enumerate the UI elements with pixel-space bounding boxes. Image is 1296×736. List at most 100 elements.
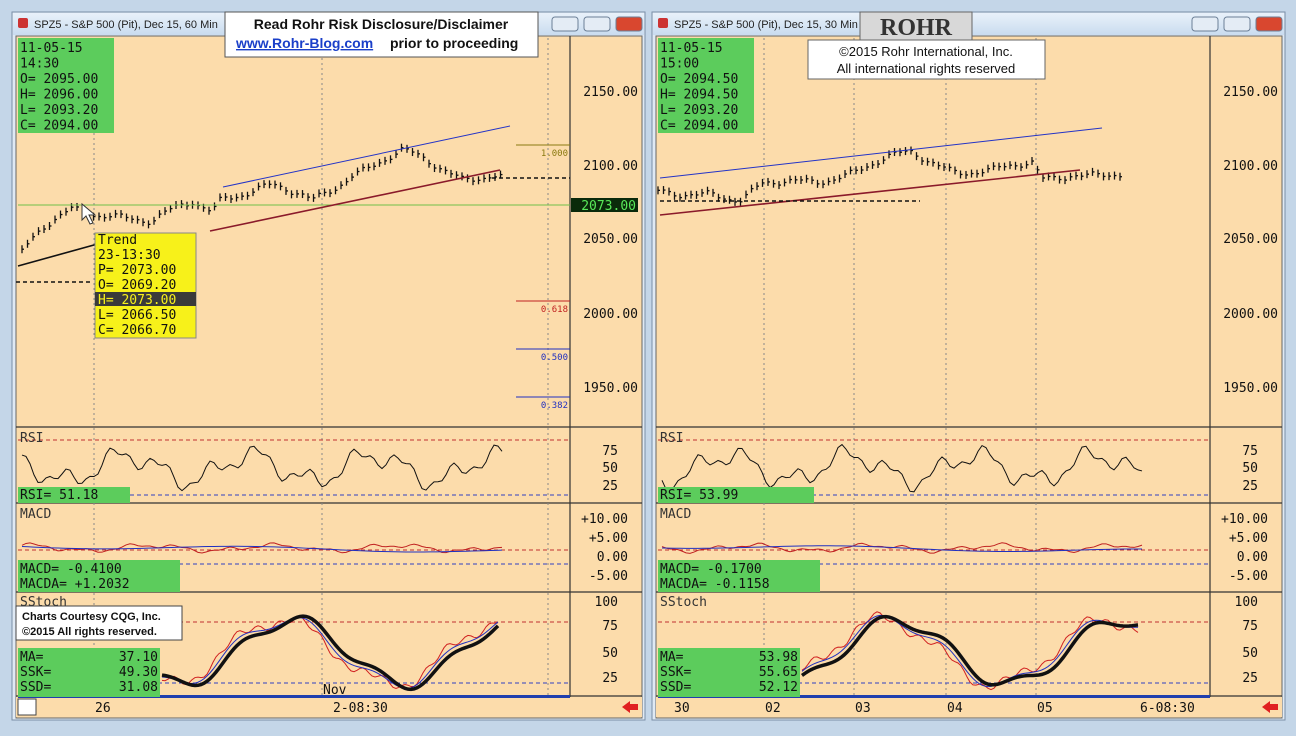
date-label: 05: [1037, 701, 1053, 716]
maximize-button[interactable]: [583, 16, 611, 32]
macd-readout: MACD= -0.1700: [660, 562, 762, 577]
macd-average: [21, 545, 503, 553]
credit-line: Charts Courtesy CQG, Inc.: [22, 611, 161, 623]
info-line: L= 2093.20: [20, 103, 98, 118]
copyright-line: All international rights reserved: [837, 61, 1015, 76]
credit-line: ©2015 All rights reserved.: [22, 626, 157, 638]
stoch-axis-label: 50: [1242, 646, 1258, 661]
info-line: C= 2094.00: [20, 119, 98, 134]
stoch-readout-value: 37.10: [119, 650, 158, 665]
stoch-readout-name: MA=: [660, 650, 684, 665]
maximize-button[interactable]: [1223, 16, 1251, 32]
price-axis-label: 2000.00: [583, 307, 638, 322]
price-axis-label: 2150.00: [583, 85, 638, 100]
macd-line: [661, 542, 1143, 554]
trend-highlight: [95, 292, 196, 306]
trend-line-text: L= 2066.50: [98, 308, 176, 323]
window-title: SPZ5 - S&P 500 (Pit), Dec 15, 30 Min: [674, 19, 858, 31]
info-line: 15:00: [660, 57, 699, 72]
rsi-axis-label: 75: [1242, 444, 1258, 459]
macd-axis-label: -5.00: [589, 569, 628, 584]
channel-top: [222, 125, 511, 188]
stoch-axis-label: 100: [1235, 595, 1258, 610]
date-label: 02: [765, 701, 781, 716]
trend-line-text: P= 2073.00: [98, 263, 176, 278]
stoch-label: SStoch: [660, 595, 707, 610]
chart-window: SPZ5 - S&P 500 (Pit), Dec 15, 30 Min 11-0…: [651, 11, 1286, 721]
scroll-arrow[interactable]: [622, 701, 638, 713]
scroll-arrow[interactable]: [1262, 701, 1278, 713]
stoch-axis-label: 75: [1242, 619, 1258, 634]
price-axis-label: 2100.00: [583, 159, 638, 174]
stoch-axis-label: 25: [602, 671, 618, 686]
cursor: [81, 202, 97, 225]
stoch-axis-label: 25: [1242, 671, 1258, 686]
rsi-readout: RSI= 53.99: [660, 488, 738, 503]
stoch-average: [800, 614, 1139, 687]
scroll-box[interactable]: [17, 698, 37, 716]
price-axis-label: 2050.00: [583, 232, 638, 247]
rsi-readout: RSI= 51.18: [20, 488, 98, 503]
stoch-readout-name: SSK=: [20, 665, 51, 680]
chart-window: SPZ5 - S&P 500 (Pit), Dec 15, 60 Min 2073…: [11, 11, 646, 721]
rsi-axis-label: 50: [1242, 461, 1258, 476]
rsi-label: RSI: [660, 431, 683, 446]
credit-box: Charts Courtesy CQG, Inc. ©2015 All righ…: [15, 605, 183, 641]
banner-link[interactable]: www.Rohr-Blog.com: [235, 35, 373, 51]
disclaimer-banner[interactable]: Read Rohr Risk Disclosure/Disclaimer www…: [224, 11, 539, 58]
rsi-line: [21, 444, 503, 492]
date-strip: [16, 697, 642, 717]
info-line: H= 2096.00: [20, 88, 98, 103]
fib-label: 1.000: [541, 149, 568, 159]
logo-box: [859, 11, 973, 41]
date-label: 04: [947, 701, 963, 716]
stoch-readout-box: [658, 648, 800, 697]
minimize-button[interactable]: [551, 16, 579, 32]
info-line: 11-05-15: [20, 41, 83, 56]
stoch-fast: [801, 611, 1139, 691]
stoch-readout-value: 53.98: [759, 650, 798, 665]
trend-line-text: 23-13:30: [98, 248, 161, 263]
macd-readout-box: [658, 560, 820, 592]
minimize-button[interactable]: [1191, 16, 1219, 32]
rsi-axis-label: 25: [1242, 479, 1258, 494]
channel-bottom: [659, 169, 1081, 216]
fib-label: 0.382: [541, 401, 568, 411]
close-button[interactable]: [1255, 16, 1283, 32]
session-strip: [658, 695, 1210, 698]
macd-average: [661, 545, 1143, 552]
rsi-axis-label: 75: [602, 444, 618, 459]
date-strip: [656, 697, 1282, 717]
rsi-readout-box: [18, 487, 130, 503]
trend-box: [94, 232, 197, 339]
stoch-readout-value: 52.12: [759, 680, 798, 695]
stoch-axis-label: 50: [602, 646, 618, 661]
price-axis-label: 2150.00: [1223, 85, 1278, 100]
close-button[interactable]: [615, 16, 643, 32]
channel-top: [659, 127, 1103, 179]
channel-bottom: [209, 169, 501, 232]
date-label: 03: [855, 701, 871, 716]
logo-text: ROHR: [880, 15, 953, 41]
date-label: Nov: [323, 683, 347, 698]
stoch-axis-label: 100: [595, 595, 618, 610]
banner-box: [224, 11, 539, 58]
rsi-label: RSI: [20, 431, 43, 446]
date-label: 2-08:30: [333, 701, 388, 716]
macd-axis-label: -5.00: [1229, 569, 1268, 584]
stoch-slow: [161, 617, 499, 689]
info-line: L= 2093.20: [660, 103, 738, 118]
macd-readout: MACDA= +1.2032: [20, 577, 130, 592]
fib-label: 0.500: [541, 353, 568, 363]
price-axis-label: 2100.00: [1223, 159, 1278, 174]
rsi-axis-label: 50: [602, 461, 618, 476]
price-axis-label: 2000.00: [1223, 307, 1278, 322]
stoch-average: [161, 614, 500, 692]
stoch-axis-label: 75: [602, 619, 618, 634]
stoch-readout-value: 31.08: [119, 680, 158, 695]
macd-label: MACD: [20, 507, 51, 522]
window-title: SPZ5 - S&P 500 (Pit), Dec 15, 60 Min: [34, 19, 218, 31]
copyright-bg: [807, 39, 1046, 80]
